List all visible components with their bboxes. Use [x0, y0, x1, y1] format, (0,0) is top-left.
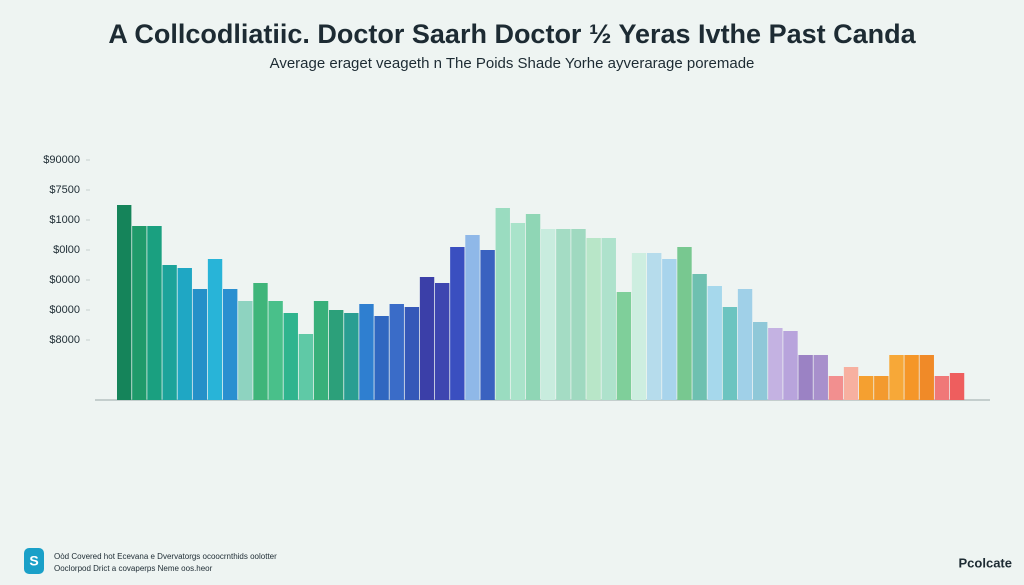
bar: [238, 301, 253, 400]
bar: [889, 355, 904, 400]
bar: [223, 289, 238, 400]
bar: [874, 376, 889, 400]
y-tick-label: $0000: [49, 304, 80, 316]
bar: [768, 328, 783, 400]
chart-title: A Collcodliatiic. Doctor Saarh Doctor ½ …: [108, 19, 916, 49]
bar: [465, 235, 480, 400]
bar: [647, 253, 662, 400]
bar: [177, 268, 192, 400]
bar: [843, 367, 859, 400]
bar: [556, 229, 571, 400]
bar: [722, 307, 738, 400]
bar: [934, 376, 950, 400]
bar: [374, 316, 389, 400]
bar: [344, 313, 359, 400]
bar: [404, 307, 420, 400]
bar: [949, 373, 965, 400]
logo: Pcolcate: [959, 555, 1012, 570]
bar: [919, 355, 934, 400]
y-tick-label: $90000: [43, 154, 80, 166]
bar: [495, 208, 510, 400]
bar: [268, 301, 283, 400]
y-tick-label: $8000: [49, 334, 80, 346]
bar: [798, 355, 813, 400]
footer-line: Oòd Covered hot Ecevana e Dvervatorgs oc…: [54, 552, 277, 561]
bar: [117, 205, 132, 400]
y-tick-label: $7500: [49, 184, 80, 196]
bar: [207, 259, 223, 400]
bar: [601, 238, 616, 400]
bar: [510, 223, 526, 400]
bar: [813, 355, 828, 400]
bar: [132, 226, 147, 400]
bar: [828, 376, 844, 400]
bar: [147, 226, 162, 400]
bar: [329, 310, 344, 400]
bar: [753, 322, 768, 400]
bar: [904, 355, 919, 400]
bar: [253, 283, 268, 400]
bar: [435, 283, 450, 400]
bar: [859, 376, 874, 400]
y-tick-label: $0l00: [53, 244, 80, 256]
bar: [662, 259, 677, 400]
bar: [298, 334, 314, 400]
bar: [389, 304, 404, 400]
bar: [692, 274, 707, 400]
bar: [616, 292, 632, 400]
bar: [677, 247, 692, 400]
bar: [192, 289, 208, 400]
y-tick-label: $1000: [49, 214, 80, 226]
bar: [571, 229, 586, 400]
bar: [783, 331, 798, 400]
bar: [162, 265, 177, 400]
bar: [707, 286, 722, 400]
chart-subtitle: Average eraget veageth n The Poids Shade…: [270, 55, 755, 72]
bar: [283, 313, 298, 400]
y-tick-label: $0000: [49, 274, 80, 286]
bar: [737, 289, 753, 400]
bar: [419, 277, 435, 400]
footer-icon: [24, 548, 44, 574]
bar: [313, 301, 329, 400]
bar: [631, 253, 647, 400]
bar: [359, 304, 374, 400]
bar: [586, 238, 601, 400]
bar: [480, 250, 495, 400]
footer-line: Ooclorpod Drict a covaperps Neme oos.heo…: [54, 564, 213, 573]
bar: [450, 247, 465, 400]
bar: [525, 214, 541, 400]
bar: [541, 229, 556, 400]
footer-icon-glyph: S: [29, 553, 38, 569]
